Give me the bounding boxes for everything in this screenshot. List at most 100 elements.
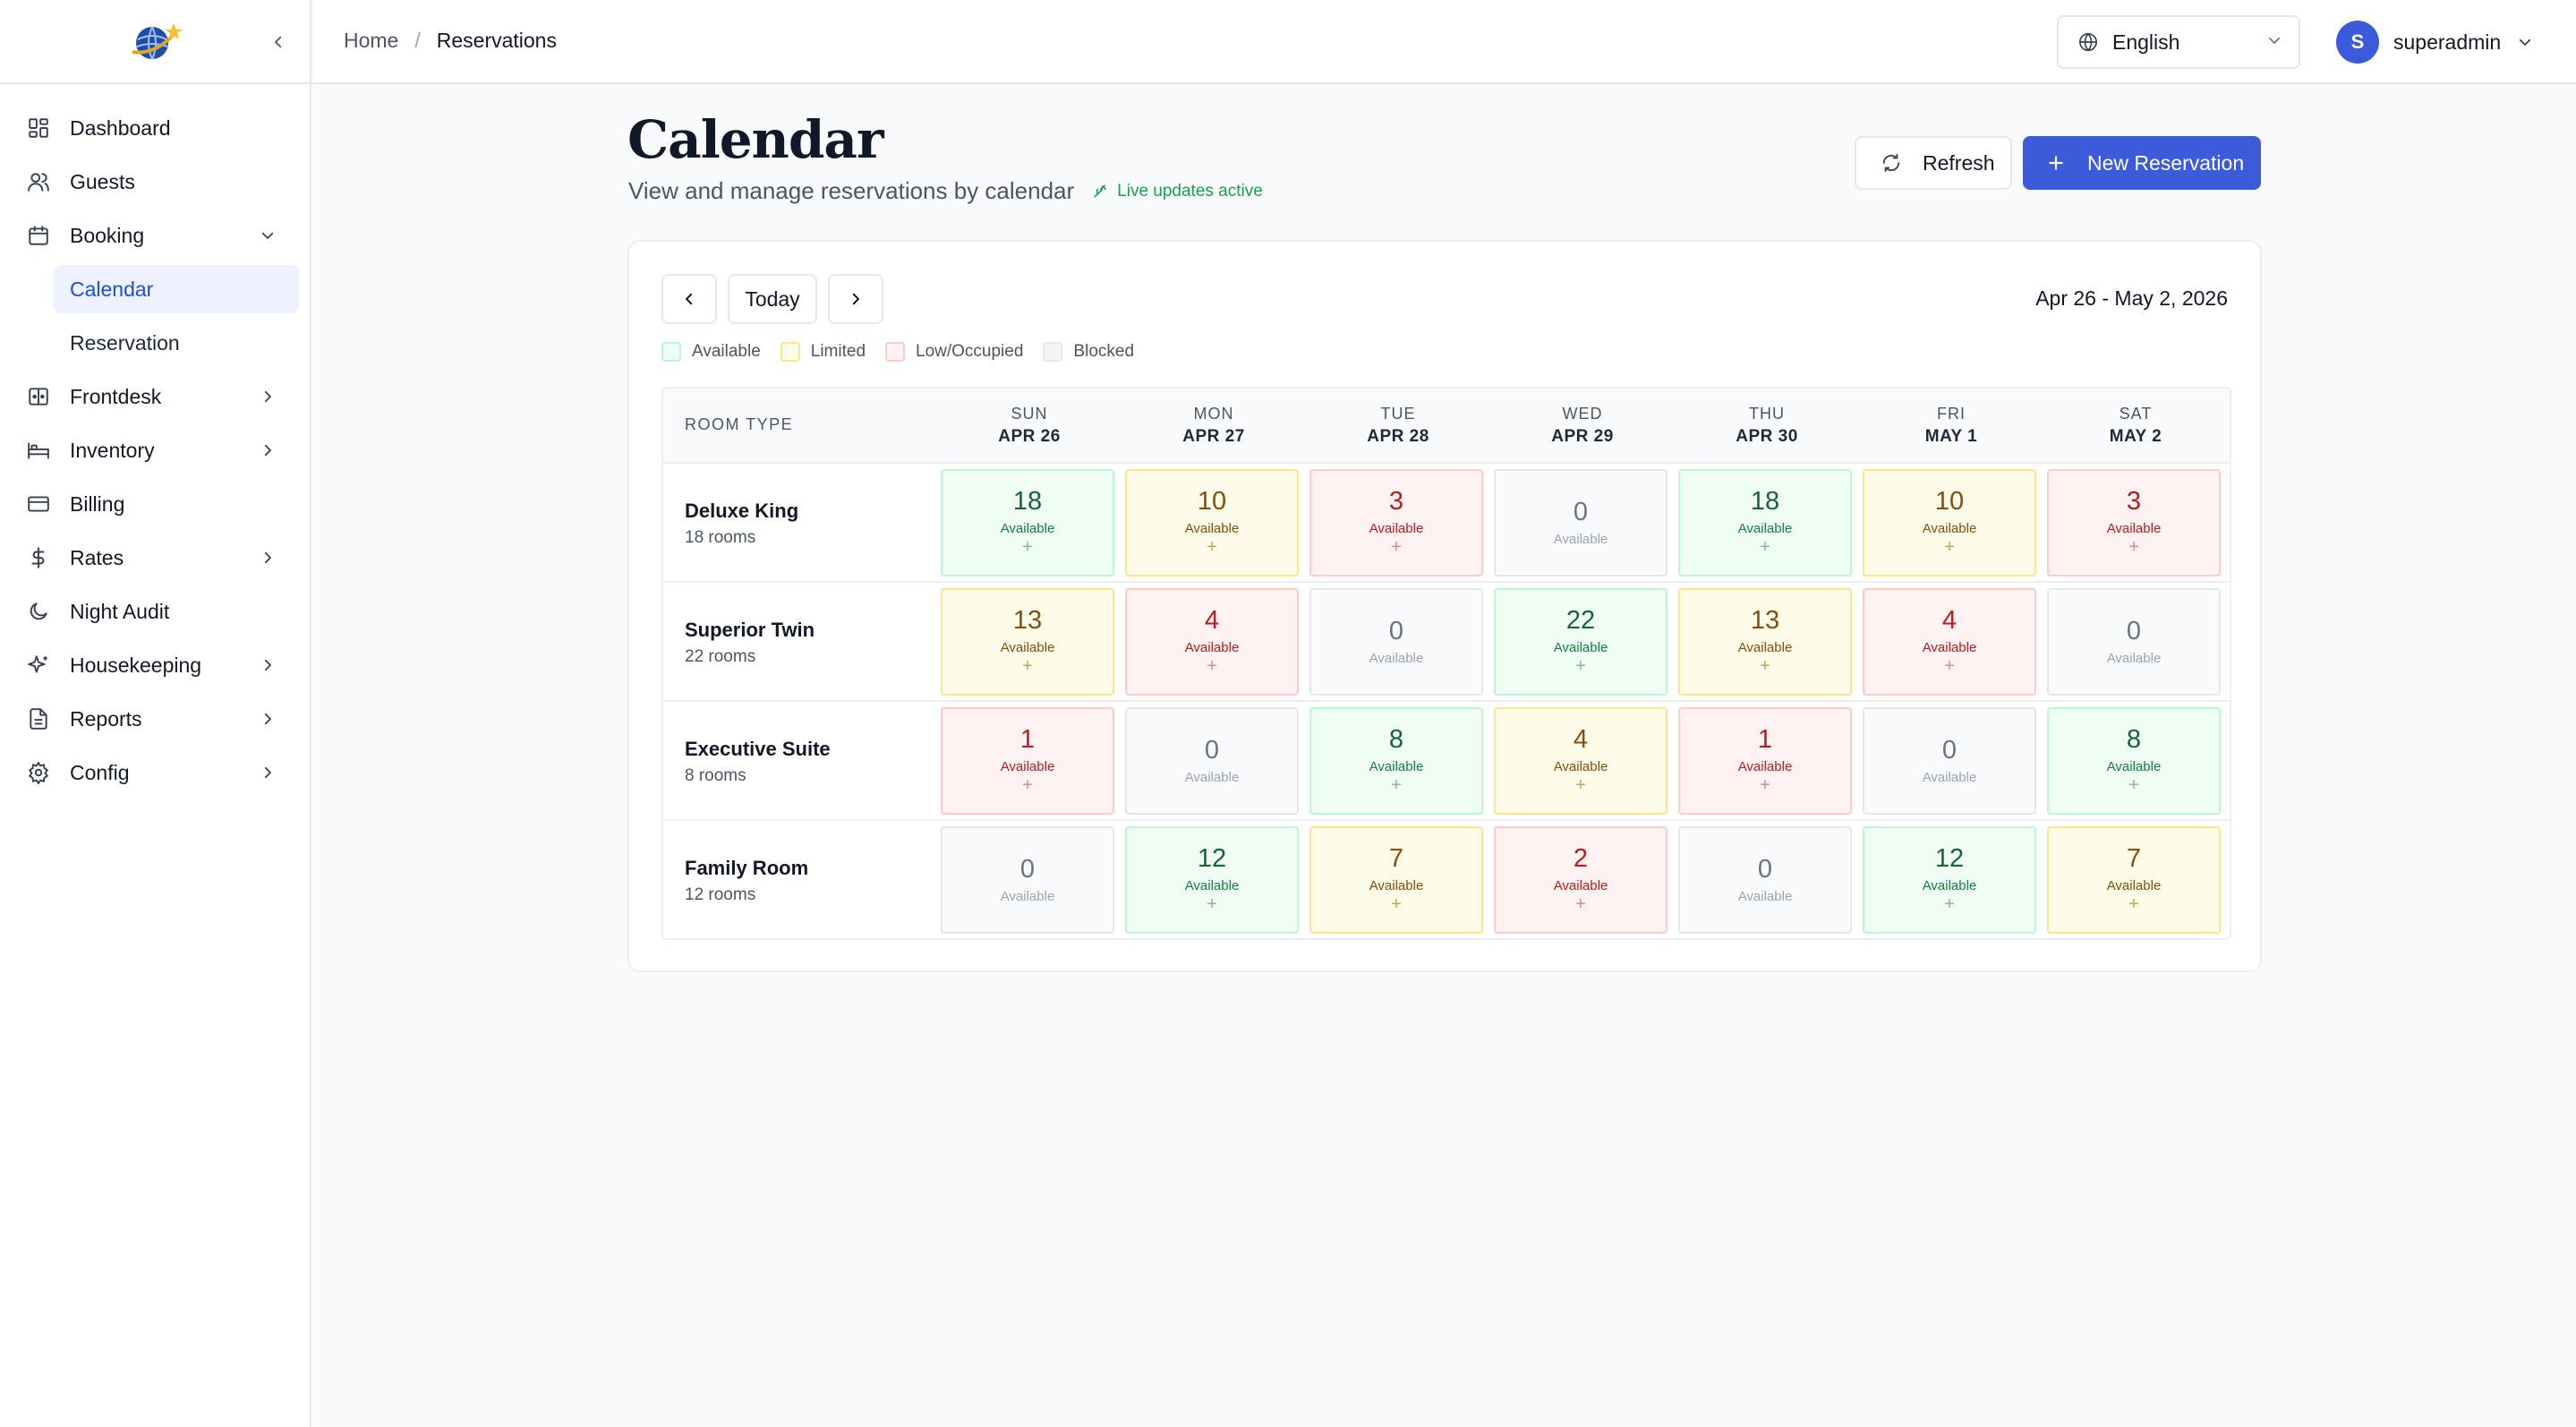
add-reservation-icon[interactable]: + — [1207, 656, 1217, 676]
add-reservation-icon[interactable]: + — [1391, 537, 1402, 557]
chevron-right-icon — [256, 385, 279, 408]
available-count: 1 — [1757, 725, 1773, 754]
availability-cell[interactable]: 22 Available + — [1494, 588, 1668, 696]
sidebar-item-reports[interactable]: Reports — [11, 695, 299, 743]
sidebar-item-billing[interactable]: Billing — [11, 480, 299, 528]
table-row: Executive Suite 8 rooms 1 Available +0 Availa… — [663, 702, 2230, 821]
legend-swatch — [780, 342, 800, 362]
availability-cell[interactable]: 2 Available + — [1494, 826, 1668, 934]
availability-cell[interactable]: 4 Available + — [1494, 707, 1668, 815]
refresh-button[interactable]: Refresh — [1855, 136, 2012, 190]
add-reservation-icon[interactable]: + — [1944, 656, 1955, 676]
breadcrumb: Home / Reservations — [344, 29, 557, 53]
availability-cell[interactable]: 0 Available — [1309, 588, 1483, 696]
availability-cell[interactable]: 1 Available + — [1678, 707, 1852, 815]
availability-cell[interactable]: 10 Available + — [1863, 469, 2036, 577]
add-reservation-icon[interactable]: + — [2128, 537, 2139, 557]
add-reservation-icon[interactable]: + — [1944, 537, 1955, 557]
availability-cell[interactable]: 0 Available — [1125, 707, 1299, 815]
add-reservation-icon[interactable]: + — [1760, 537, 1770, 557]
availability-cell[interactable]: 0 Available — [1863, 707, 2036, 815]
sidebar-subitem-reservation[interactable]: Reservation — [70, 330, 180, 355]
available-count: 4 — [1573, 725, 1589, 754]
available-label: Available — [1922, 521, 1977, 536]
availability-cell[interactable]: 7 Available + — [2047, 826, 2221, 934]
previous-week-button[interactable] — [661, 274, 717, 324]
available-label: Available — [1737, 640, 1793, 655]
available-count: 0 — [2126, 617, 2142, 645]
availability-cell[interactable]: 1 Available + — [941, 707, 1114, 815]
add-reservation-icon[interactable]: + — [1575, 656, 1586, 676]
availability-cell[interactable]: 7 Available + — [1309, 826, 1483, 934]
sidebar-subitem-calendar[interactable]: Calendar — [54, 265, 299, 313]
room-type-header: ROOM TYPE — [685, 415, 794, 433]
availability-cell[interactable]: 4 Available + — [1863, 588, 2036, 696]
add-reservation-icon[interactable]: + — [1575, 894, 1586, 914]
add-reservation-icon[interactable]: + — [1207, 894, 1217, 914]
availability-cell[interactable]: 0 Available — [1494, 469, 1668, 577]
sparkles-icon — [25, 652, 52, 679]
availability-cell[interactable]: 0 Available — [941, 826, 1114, 934]
next-week-button[interactable] — [828, 274, 883, 324]
add-reservation-icon[interactable]: + — [2128, 894, 2139, 914]
calendar-icon — [25, 222, 52, 249]
available-count: 12 — [1934, 844, 1965, 873]
availability-cell[interactable]: 4 Available + — [1125, 588, 1299, 696]
language-select[interactable]: English — [2057, 15, 2300, 69]
availability-cell[interactable]: 12 Available + — [1863, 826, 2036, 934]
availability-cell[interactable]: 3 Available + — [2047, 469, 2221, 577]
add-reservation-icon[interactable]: + — [2128, 775, 2139, 795]
add-reservation-icon[interactable]: + — [1575, 775, 1586, 795]
sidebar-nav: Dashboard Guests Booking Calendar Reserv… — [0, 84, 310, 797]
add-reservation-icon[interactable]: + — [1207, 537, 1217, 557]
availability-cell[interactable]: 18 Available + — [941, 469, 1114, 577]
collapse-sidebar-button[interactable] — [265, 27, 292, 57]
availability-cell[interactable]: 13 Available + — [941, 588, 1114, 696]
availability-cell[interactable]: 8 Available + — [1309, 707, 1483, 815]
add-reservation-icon[interactable]: + — [1760, 656, 1770, 676]
availability-cell[interactable]: 0 Available — [2047, 588, 2221, 696]
frontdesk-icon — [25, 383, 52, 410]
add-reservation-icon[interactable]: + — [1944, 894, 1955, 914]
sidebar-item-night-audit[interactable]: Night Audit — [11, 587, 299, 636]
breadcrumb-home-link[interactable]: Home — [344, 29, 399, 52]
sidebar-item-dashboard[interactable]: Dashboard — [11, 104, 299, 152]
sidebar-item-rates[interactable]: Rates — [11, 534, 299, 582]
dollar-icon — [25, 544, 52, 571]
available-label: Available — [2106, 759, 2162, 774]
available-label: Available — [1737, 889, 1793, 904]
topbar: Home / Reservations English S superadmin — [313, 0, 2576, 84]
availability-cell[interactable]: 13 Available + — [1678, 588, 1852, 696]
availability-cell[interactable]: 18 Available + — [1678, 469, 1852, 577]
bed-icon — [25, 437, 52, 464]
sidebar-item-housekeeping[interactable]: Housekeeping — [11, 641, 299, 689]
add-reservation-icon[interactable]: + — [1391, 894, 1402, 914]
available-count: 4 — [1204, 606, 1220, 635]
add-reservation-icon[interactable]: + — [1391, 775, 1402, 795]
add-reservation-icon[interactable]: + — [1022, 775, 1033, 795]
page-title: Calendar — [627, 109, 884, 170]
new-reservation-button[interactable]: New Reservation — [2023, 136, 2261, 190]
sidebar-item-guests[interactable]: Guests — [11, 158, 299, 206]
room-type-name: Executive Suite — [685, 738, 831, 760]
sidebar-item-booking[interactable]: Booking — [11, 211, 299, 260]
add-reservation-icon[interactable]: + — [1760, 775, 1770, 795]
availability-cell[interactable]: 8 Available + — [2047, 707, 2221, 815]
sidebar-item-frontdesk[interactable]: Frontdesk — [11, 372, 299, 421]
user-menu[interactable]: S superadmin — [2336, 20, 2533, 64]
available-label: Available — [1553, 640, 1608, 655]
availability-cell[interactable]: 3 Available + — [1309, 469, 1483, 577]
availability-cell[interactable]: 0 Available — [1678, 826, 1852, 934]
add-reservation-icon[interactable]: + — [1022, 537, 1033, 557]
sidebar-item-inventory[interactable]: Inventory — [11, 426, 299, 474]
add-reservation-icon[interactable]: + — [1022, 656, 1033, 676]
available-label: Available — [1369, 651, 1424, 666]
available-count: 13 — [1750, 606, 1780, 635]
sidebar-item-label: Housekeeping — [70, 653, 202, 677]
available-label: Available — [1184, 640, 1240, 655]
sidebar-item-label: Billing — [70, 491, 125, 516]
availability-cell[interactable]: 10 Available + — [1125, 469, 1299, 577]
today-button[interactable]: Today — [728, 274, 817, 324]
sidebar-item-config[interactable]: Config — [11, 748, 299, 797]
availability-cell[interactable]: 12 Available + — [1125, 826, 1299, 934]
